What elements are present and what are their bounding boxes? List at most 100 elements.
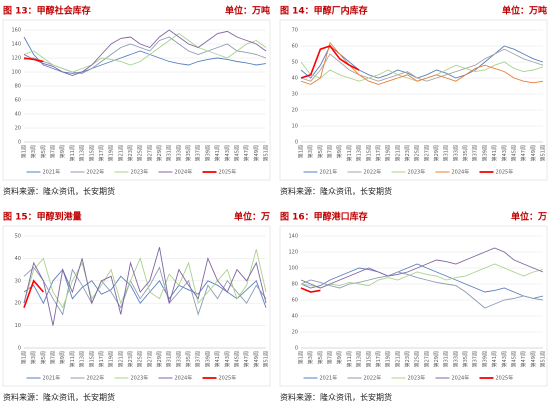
legend-label: 2023年 (131, 169, 149, 176)
series-line (23, 249, 267, 309)
x-tick-label: 第43周 (224, 351, 231, 367)
series-line (300, 247, 544, 289)
series-line (23, 266, 267, 316)
x-tick-label: 第51周 (540, 145, 547, 161)
x-tick-label: 第49周 (530, 351, 537, 367)
x-tick-label: 第9周 (336, 351, 343, 364)
y-tick-label: 60 (292, 44, 298, 50)
y-tick-label: 20 (292, 330, 298, 336)
legend-label: 2024年 (452, 375, 470, 382)
x-tick-label: 第7周 (327, 351, 334, 364)
y-tick-label: 0 (295, 346, 298, 352)
x-tick-label: 第33周 (452, 351, 459, 367)
x-tick-label: 第13周 (356, 351, 363, 367)
panel-unit: 单位：万 (234, 211, 270, 223)
x-tick-label: 第21周 (117, 145, 124, 161)
y-tick-label: 80 (15, 84, 21, 90)
y-tick-label: 20 (15, 126, 21, 132)
x-tick-label: 第11周 (69, 351, 76, 367)
chart-frame (279, 19, 548, 181)
legend-label: 2022年 (87, 169, 105, 176)
y-tick-label: 0 (18, 346, 21, 352)
series-line (300, 45, 360, 79)
legend-label: 2024年 (175, 169, 193, 176)
source-note: 资料来源：隆众资讯，长安期货 (3, 186, 115, 196)
x-tick-label: 第23周 (404, 351, 411, 367)
y-tick-label: 70 (292, 28, 298, 34)
x-tick-label: 第15周 (88, 145, 95, 161)
x-tick-label: 第29周 (156, 351, 163, 367)
legend-label: 2023年 (408, 375, 426, 382)
x-tick-label: 第1周 (298, 145, 305, 158)
legend-label: 2025年 (496, 375, 514, 382)
series-line (300, 287, 321, 293)
legend-label: 2022年 (364, 169, 382, 176)
x-tick-label: 第41周 (214, 145, 221, 161)
x-tick-label: 第49周 (530, 145, 537, 161)
y-tick-label: 0 (295, 140, 298, 146)
x-tick-label: 第3周 (30, 145, 37, 158)
series-line (23, 32, 267, 73)
panel-title: 图 16：甲醇港口库存 (280, 211, 368, 223)
x-tick-label: 第35周 (185, 351, 192, 367)
x-tick-label: 第25周 (137, 351, 144, 367)
x-tick-label: 第3周 (30, 351, 37, 364)
x-tick-label: 第7周 (327, 145, 334, 158)
x-tick-label: 第47周 (520, 145, 527, 161)
x-tick-label: 第45周 (233, 145, 240, 161)
y-tick-label: 40 (15, 112, 21, 118)
x-tick-label: 第35周 (185, 145, 192, 161)
x-tick-label: 第19周 (385, 351, 392, 367)
y-tick-label: 140 (11, 42, 21, 48)
y-tick-label: 120 (288, 250, 298, 256)
x-tick-label: 第5周 (40, 145, 47, 158)
x-tick-label: 第29周 (156, 145, 163, 161)
y-tick-label: 10 (15, 323, 21, 329)
x-tick-label: 第39周 (481, 351, 488, 367)
x-tick-label: 第41周 (214, 351, 221, 367)
x-tick-label: 第5周 (317, 351, 324, 364)
y-tick-label: 80 (292, 282, 298, 288)
x-tick-label: 第31周 (443, 351, 450, 367)
x-tick-label: 第43周 (501, 145, 508, 161)
x-tick-label: 第33周 (175, 351, 182, 367)
y-tick-label: 30 (292, 92, 298, 98)
x-tick-label: 第13周 (79, 145, 86, 161)
x-tick-label: 第11周 (346, 145, 353, 161)
source-note: 资料来源：隆众资讯，长安期货 (3, 392, 115, 402)
x-tick-label: 第23周 (404, 145, 411, 161)
y-tick-label: 0 (18, 140, 21, 146)
panel-title: 图 13：甲醇社会库存 (3, 5, 91, 17)
chart-frame (279, 225, 548, 387)
x-tick-label: 第5周 (40, 351, 47, 364)
x-tick-label: 第39周 (204, 351, 211, 367)
x-tick-label: 第3周 (307, 145, 314, 158)
x-tick-label: 第21周 (394, 351, 401, 367)
x-tick-label: 第19周 (108, 351, 115, 367)
x-tick-label: 第49周 (253, 351, 260, 367)
x-tick-label: 第41周 (491, 351, 498, 367)
legend-label: 2024年 (452, 169, 470, 176)
x-tick-label: 第37周 (472, 145, 479, 161)
legend-label: 2022年 (364, 375, 382, 382)
y-tick-label: 40 (292, 76, 298, 82)
series-line (23, 57, 44, 63)
x-tick-label: 第17周 (375, 145, 382, 161)
x-tick-label: 第21周 (117, 351, 124, 367)
legend-label: 2025年 (496, 169, 514, 176)
x-tick-label: 第45周 (510, 351, 517, 367)
legend-label: 2021年 (43, 375, 61, 382)
x-tick-label: 第33周 (452, 145, 459, 161)
y-tick-label: 60 (292, 298, 298, 304)
x-tick-label: 第33周 (175, 145, 182, 161)
x-tick-label: 第7周 (50, 351, 57, 364)
x-tick-label: 第25周 (414, 145, 421, 161)
x-tick-label: 第41周 (491, 145, 498, 161)
y-tick-label: 50 (292, 60, 298, 66)
legend-label: 2025年 (219, 375, 237, 382)
x-tick-label: 第31周 (166, 145, 173, 161)
x-tick-label: 第43周 (224, 145, 231, 161)
y-tick-label: 40 (15, 256, 21, 262)
x-tick-label: 第51周 (263, 351, 270, 367)
